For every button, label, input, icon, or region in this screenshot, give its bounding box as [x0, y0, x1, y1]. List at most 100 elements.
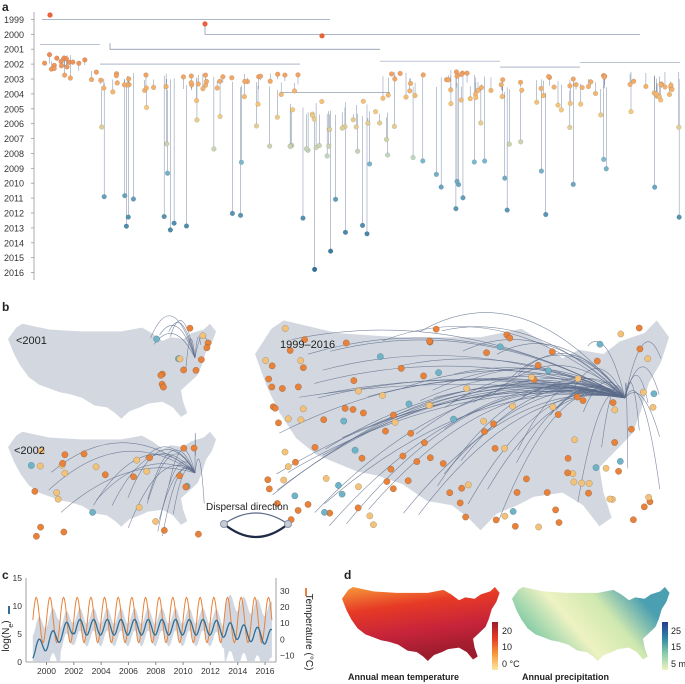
- location-node: [509, 402, 517, 410]
- tree-tip: [188, 80, 194, 86]
- tree-tip: [652, 184, 658, 190]
- location-node: [273, 500, 281, 507]
- tree-tip: [143, 72, 149, 78]
- dispersal-arc: [307, 337, 626, 399]
- tree-tip: [143, 85, 149, 91]
- tree-tip: [676, 214, 682, 220]
- tree-tip: [585, 84, 592, 90]
- tree-tip: [471, 159, 477, 165]
- tree-tip: [538, 85, 544, 91]
- location-node: [160, 383, 167, 391]
- year-tick-label: 2008: [4, 149, 24, 159]
- location-node: [644, 355, 652, 363]
- tree-tip: [482, 158, 488, 164]
- tree-tip: [167, 227, 173, 233]
- tree-tip: [88, 77, 95, 83]
- location-node: [549, 403, 557, 411]
- location-node: [399, 452, 407, 460]
- tree-tip: [458, 71, 464, 77]
- location-node: [299, 405, 307, 413]
- location-node: [146, 454, 153, 462]
- tree-tip: [241, 94, 247, 100]
- tree-tip: [458, 97, 464, 103]
- tree-tip: [122, 193, 128, 199]
- tree-tip: [662, 84, 668, 90]
- dispersal-arc: [127, 449, 196, 498]
- dispersal-arc: [498, 390, 626, 521]
- year-tick-label: 2007: [4, 134, 24, 144]
- tree-tip: [339, 125, 345, 131]
- tree-tip: [282, 72, 288, 78]
- temperature-line: [32, 596, 273, 644]
- location-node: [564, 469, 572, 477]
- location-node: [294, 507, 302, 514]
- location-node: [405, 400, 413, 408]
- precipitation-colorbar: [662, 622, 668, 670]
- tree-tip: [194, 117, 200, 123]
- tree-root: [47, 12, 53, 18]
- location-node: [513, 489, 521, 496]
- tree-tip: [267, 143, 273, 149]
- tree-tip: [392, 76, 398, 82]
- location-node: [446, 489, 454, 497]
- tree-tip: [328, 248, 334, 254]
- tree-tip: [364, 231, 370, 237]
- location-node: [407, 429, 415, 437]
- location-node: [611, 439, 619, 446]
- location-node: [649, 403, 657, 411]
- location-node: [311, 444, 319, 451]
- location-node: [264, 476, 272, 484]
- location-node: [176, 472, 184, 480]
- location-node: [338, 490, 346, 498]
- location-node: [281, 448, 289, 456]
- right-tick-label: 30: [280, 586, 290, 596]
- dispersal-arc: [314, 386, 626, 513]
- location-node: [382, 427, 389, 435]
- location-node: [130, 473, 137, 481]
- panel-a: a 1999 2000 2001 2002 2003 2004 2005 2006 2007 20…: [0, 0, 685, 290]
- tree-tip: [538, 168, 544, 174]
- location-node: [490, 420, 497, 428]
- temp-scale-tick-2: 0 °C: [502, 659, 520, 669]
- location-node: [37, 523, 44, 531]
- location-node: [280, 476, 288, 484]
- tree-tip: [300, 215, 306, 221]
- tree-tip: [195, 81, 201, 87]
- location-node: [297, 357, 305, 364]
- tree-tip: [164, 141, 170, 147]
- tree-tip: [274, 114, 280, 120]
- tree-tip: [570, 76, 576, 82]
- x-tick-label: 2008: [146, 666, 165, 676]
- tree-tip: [567, 100, 573, 107]
- panel-a-label: a: [2, 0, 9, 14]
- tree-tip: [627, 81, 633, 88]
- location-node: [27, 462, 35, 469]
- dispersal-arc: [403, 394, 626, 514]
- location-node: [355, 483, 362, 491]
- tree-tip: [353, 124, 359, 130]
- tree-tip: [238, 159, 244, 165]
- dispersal-arc: [168, 322, 196, 359]
- tree-tip: [303, 146, 309, 152]
- location-node: [341, 404, 349, 412]
- tree-tip: [412, 93, 418, 99]
- tree-tip: [500, 77, 506, 83]
- tree-tip: [473, 95, 479, 101]
- location-node: [609, 399, 617, 407]
- tree-tip: [99, 124, 105, 130]
- tree-tip: [389, 71, 395, 77]
- x-tick-label: 2002: [64, 666, 83, 676]
- dispersal-origin-node: [220, 520, 228, 528]
- tree-tip: [658, 81, 664, 88]
- tree-tip: [403, 94, 409, 100]
- tree-tip: [311, 116, 317, 122]
- dispersal-arc: [146, 453, 196, 504]
- tree-tip: [316, 142, 322, 149]
- tree-tip: [367, 161, 373, 167]
- location-node: [523, 475, 530, 483]
- precipitation-map-title: Annual precipitation: [522, 672, 609, 682]
- year-tick-label: 2009: [4, 164, 24, 174]
- tree-tip: [603, 166, 609, 172]
- location-node: [351, 446, 359, 454]
- year-tick-label: 2011: [4, 194, 23, 204]
